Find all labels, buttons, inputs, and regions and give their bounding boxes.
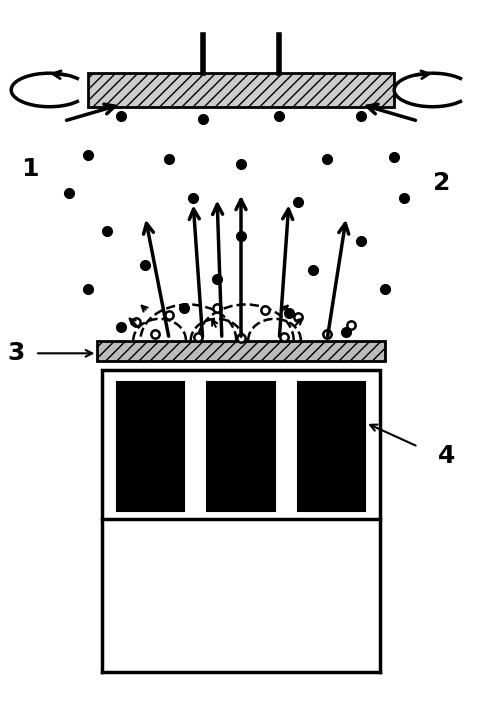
Bar <box>298 382 365 511</box>
Text: 2: 2 <box>433 172 451 195</box>
Text: 1: 1 <box>22 157 39 181</box>
Bar <box>117 382 184 511</box>
Bar <box>207 382 275 511</box>
Text: 4: 4 <box>438 444 455 468</box>
Bar <box>97 341 385 360</box>
Text: 3: 3 <box>7 341 25 366</box>
Bar <box>102 370 380 518</box>
Bar <box>88 74 394 107</box>
